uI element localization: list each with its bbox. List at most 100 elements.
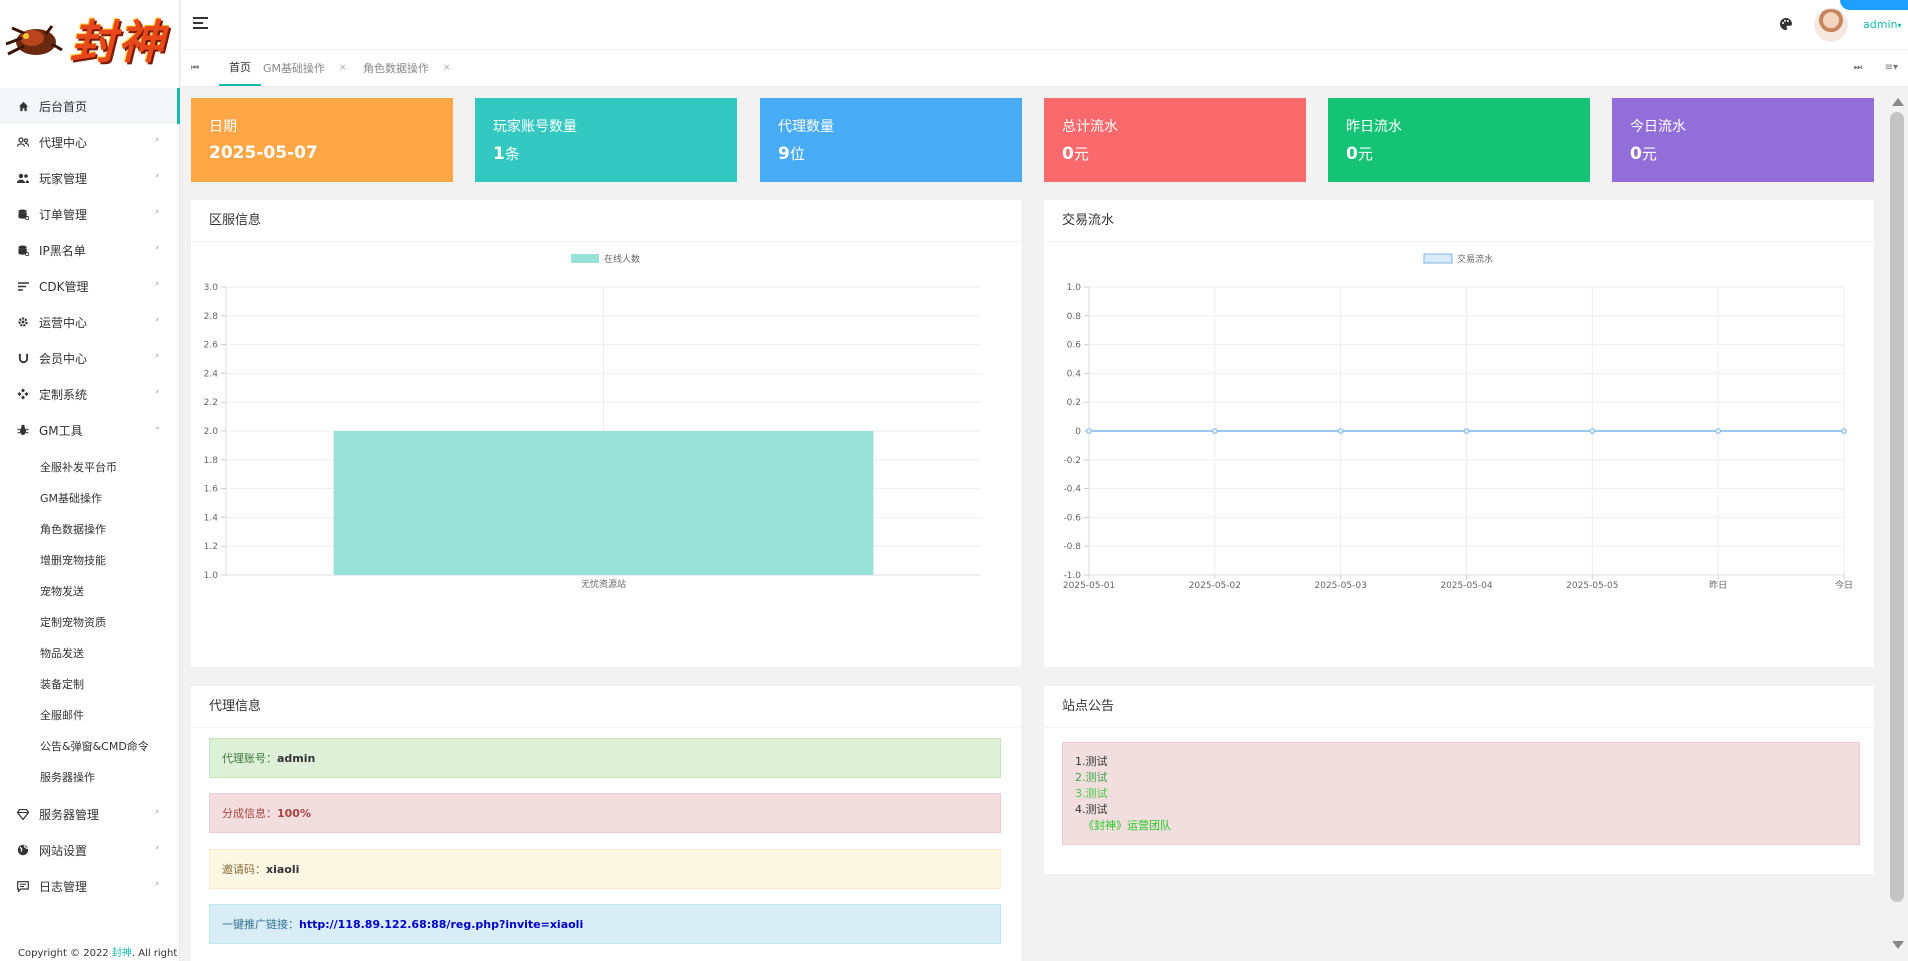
stat-value: 0元	[1346, 144, 1373, 164]
tab-scroll-right-icon[interactable]: ⏭	[1853, 63, 1862, 73]
sidebar-nav-bottom: 服务器管理 › 网站设置 › 日志管理 ›	[0, 796, 179, 904]
server-info-panel: 区服信息 在线人数 3.0 2.8 2.6 2.4 2.2 2.0 1.8 1.6 1.4 1.2 1…	[191, 200, 1021, 667]
submenu-item[interactable]: 服务器操作	[40, 770, 95, 784]
sidebar-item-label: 订单管理	[39, 207, 88, 222]
menu-toggle-icon[interactable]	[193, 17, 208, 29]
submenu-item[interactable]: 全服邮件	[40, 708, 84, 722]
data-point	[1589, 428, 1596, 434]
promo-link[interactable]: http://118.89.122.68:88/reg.php?invite=x…	[299, 917, 584, 931]
panel-title: 区服信息	[191, 200, 1021, 242]
user-menu[interactable]: admin▾	[1863, 18, 1902, 31]
sidebar-item-orders[interactable]: 订单管理 ›	[0, 196, 179, 232]
sidebar: 封神 后台首页 代理中心 › 玩家管理	[0, 0, 180, 961]
chevron-right-icon: ›	[155, 207, 159, 217]
sidebar-item-label: 定制系统	[39, 387, 88, 402]
y-tick-label: -0.6	[1063, 513, 1081, 523]
sidebar-item-cdk[interactable]: CDK管理 ›	[0, 268, 179, 304]
stat-card-date: 日期 2025-05-07	[191, 98, 453, 182]
avatar[interactable]	[1814, 8, 1848, 42]
stat-value: 9位	[778, 144, 805, 164]
stat-label: 昨日流水	[1346, 119, 1402, 135]
legend-label: 在线人数	[604, 253, 640, 265]
chevron-right-icon: ›	[155, 243, 159, 253]
submenu-item[interactable]: 全服补发平台币	[40, 460, 117, 474]
sidebar-item-label: GM工具	[39, 423, 83, 438]
sidebar-item-home[interactable]: 后台首页	[0, 88, 180, 124]
page-scrollbar[interactable]	[1888, 98, 1908, 961]
sidebar-item-label: 服务器管理	[39, 807, 100, 822]
submenu-item[interactable]: 增删宠物技能	[40, 553, 106, 567]
tab-gm-basic[interactable]: GM基础操作 ×	[263, 62, 347, 75]
x-tick-label: 2025-05-05	[1566, 581, 1618, 591]
legend-swatch	[1423, 253, 1453, 264]
y-tick-label: 2.6	[204, 341, 219, 351]
chevron-right-icon: ›	[155, 351, 159, 361]
chevron-down-icon: ›	[152, 426, 163, 430]
notice-line: 4.测试	[1075, 803, 1108, 816]
chevron-right-icon: ›	[155, 807, 159, 817]
x-tick-label: 2025-05-01	[1063, 581, 1115, 591]
sidebar-nav: 后台首页 代理中心 › 玩家管理 › 订单管理	[0, 88, 180, 448]
agent-info-panel: 代理信息 代理账号： admin 分成信息： 100% 邀请码： xiaoli 一键推…	[191, 686, 1021, 961]
y-tick-label: 0.4	[1067, 369, 1082, 379]
scroll-thumb[interactable]	[1890, 112, 1904, 902]
submenu-item[interactable]: 公告&弹窗&CMD命令	[40, 739, 149, 753]
stat-card-today-flow: 今日流水 0元	[1612, 98, 1874, 182]
sidebar-item-custom-system[interactable]: 定制系统 ›	[0, 376, 179, 412]
y-tick-label: 2.4	[204, 369, 219, 379]
sidebar-item-players[interactable]: 玩家管理 ›	[0, 160, 179, 196]
sidebar-item-agents[interactable]: 代理中心 ›	[0, 124, 179, 160]
y-tick-label: -0.8	[1063, 542, 1081, 552]
y-tick-label: -0.2	[1063, 456, 1081, 466]
sidebar-item-ip-blacklist[interactable]: IP黑名单 ›	[0, 232, 179, 268]
y-tick-label: -0.4	[1063, 485, 1081, 495]
submenu-item[interactable]: GM基础操作	[40, 491, 103, 505]
tab-home[interactable]: 首页	[219, 50, 261, 86]
globe-icon	[16, 843, 30, 857]
submenu-item[interactable]: 宠物发送	[40, 584, 84, 598]
submenu-item[interactable]: 角色数据操作	[40, 522, 106, 536]
stat-card-total-flow: 总计流水 0元	[1044, 98, 1306, 182]
stat-label: 今日流水	[1630, 119, 1686, 135]
sidebar-item-label: IP黑名单	[39, 243, 86, 258]
tab-role-data[interactable]: 角色数据操作 ×	[363, 62, 451, 75]
submenu-item[interactable]: 装备定制	[40, 677, 84, 691]
x-tick-label: 今日	[1835, 579, 1853, 591]
palette-icon[interactable]	[1779, 17, 1793, 31]
sidebar-item-operations[interactable]: 运营中心 ›	[0, 304, 179, 340]
gm-submenu: 全服补发平台币 GM基础操作 角色数据操作 增删宠物技能 宠物发送 定制宠物资质…	[0, 448, 179, 792]
close-icon[interactable]: ×	[443, 63, 451, 73]
sidebar-item-server-management[interactable]: 服务器管理 ›	[0, 796, 179, 832]
diamond-icon	[16, 807, 30, 821]
sidebar-item-label: 日志管理	[39, 879, 88, 894]
logo-creature-icon	[5, 25, 63, 56]
transactions-panel: 交易流水 交易流水 1.0 0.8 0.6 0.4 0.2 0 -0.2 -0.4 -0.6 -0.…	[1044, 200, 1874, 667]
bug-icon	[16, 423, 30, 437]
data-point	[1086, 428, 1092, 434]
y-tick-label: 0.2	[1067, 398, 1081, 408]
tab-menu-icon[interactable]: ≡▾	[1884, 62, 1898, 73]
copyright-brand-link[interactable]: 封神	[111, 948, 132, 959]
scroll-up-icon[interactable]	[1892, 98, 1904, 106]
sidebar-item-label: 玩家管理	[39, 171, 88, 186]
y-tick-label: 0.6	[1067, 341, 1082, 351]
close-icon[interactable]: ×	[339, 63, 347, 73]
blacklist-icon	[16, 243, 30, 257]
sidebar-item-gm-tools[interactable]: GM工具 ›	[0, 412, 179, 448]
logo[interactable]: 封神	[0, 0, 179, 88]
stat-value: 0元	[1630, 144, 1657, 164]
logo-text: 封神	[70, 15, 166, 69]
y-tick-label: 1.6	[204, 485, 219, 495]
y-tick-label: 2.0	[204, 427, 219, 437]
sidebar-item-site-settings[interactable]: 网站设置 ›	[0, 832, 179, 868]
submenu-item[interactable]: 物品发送	[40, 646, 84, 660]
tab-scroll-left-icon[interactable]: ⏮	[191, 63, 200, 73]
stat-card-yesterday-flow: 昨日流水 0元	[1328, 98, 1590, 182]
sidebar-item-logs[interactable]: 日志管理 ›	[0, 868, 179, 904]
submenu-item[interactable]: 定制宠物资质	[40, 615, 106, 629]
database-icon	[16, 207, 30, 221]
stat-label: 玩家账号数量	[493, 119, 577, 135]
scroll-down-icon[interactable]	[1892, 941, 1904, 949]
agent-account-box: 代理账号： admin	[209, 738, 1001, 778]
sidebar-item-members[interactable]: 会员中心 ›	[0, 340, 179, 376]
